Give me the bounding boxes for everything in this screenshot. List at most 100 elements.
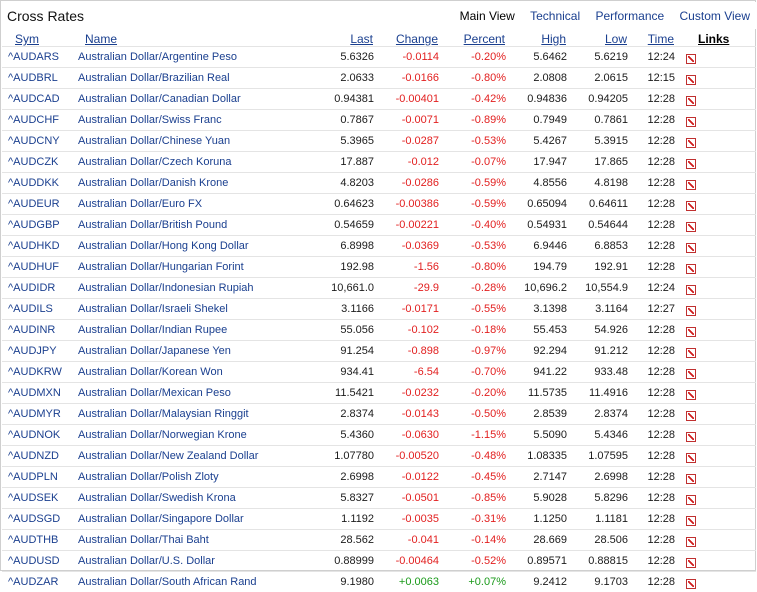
last-value: 3.1166: [341, 303, 374, 315]
name-link[interactable]: Australian Dollar/Swiss Franc: [78, 114, 222, 126]
symbol-link[interactable]: ^AUDCNY: [8, 135, 60, 147]
symbol-link[interactable]: ^AUDSEK: [8, 492, 59, 504]
name-link[interactable]: Australian Dollar/Swedish Krona: [78, 492, 236, 504]
options-icon[interactable]: [686, 222, 696, 232]
symbol-link[interactable]: ^AUDCAD: [8, 93, 60, 105]
symbol-link[interactable]: ^AUDCZK: [8, 156, 59, 168]
percent-value: -0.45%: [471, 471, 506, 483]
options-icon[interactable]: [686, 159, 696, 169]
name-link[interactable]: Australian Dollar/Norwegian Krone: [78, 429, 247, 441]
name-link[interactable]: Australian Dollar/Canadian Dollar: [78, 93, 241, 105]
symbol-link[interactable]: ^AUDTHB: [8, 534, 59, 546]
tab-technical[interactable]: Technical: [530, 9, 581, 23]
symbol-link[interactable]: ^AUDARS: [8, 51, 60, 63]
symbol-link[interactable]: ^AUDBRL: [8, 72, 58, 84]
options-icon[interactable]: [686, 75, 696, 85]
name-link[interactable]: Australian Dollar/Danish Krone: [78, 177, 229, 189]
symbol-link[interactable]: ^AUDNZD: [8, 450, 59, 462]
name-link[interactable]: Australian Dollar/Thai Baht: [78, 534, 209, 546]
symbol-link[interactable]: ^AUDJPY: [8, 345, 57, 357]
last-value: 4.8203: [340, 177, 374, 189]
options-icon[interactable]: [686, 537, 696, 547]
name-link[interactable]: Australian Dollar/Hungarian Forint: [78, 261, 244, 273]
symbol-link[interactable]: ^AUDINR: [8, 324, 56, 336]
options-icon[interactable]: [686, 369, 696, 379]
options-icon[interactable]: [686, 579, 696, 589]
table-row: ^AUDILS Australian Dollar/Israeli Shekel 3…: [2, 298, 756, 319]
options-icon[interactable]: [686, 432, 696, 442]
name-link[interactable]: Australian Dollar/Euro FX: [78, 198, 203, 210]
column-header-change[interactable]: Change: [395, 32, 438, 46]
options-icon[interactable]: [686, 306, 696, 316]
symbol-link[interactable]: ^AUDPLN: [8, 471, 58, 483]
name-link[interactable]: Australian Dollar/Mexican Peso: [78, 387, 231, 399]
options-icon[interactable]: [686, 327, 696, 337]
name-link[interactable]: Australian Dollar/Indonesian Rupiah: [78, 282, 254, 294]
name-link[interactable]: Australian Dollar/Czech Koruna: [78, 156, 232, 168]
name-link[interactable]: Australian Dollar/Israeli Shekel: [78, 303, 228, 315]
tab-main-view[interactable]: Main View: [459, 9, 515, 23]
tab-custom-view[interactable]: Custom View: [679, 9, 750, 23]
column-header-sym[interactable]: Sym: [15, 32, 39, 46]
name-link[interactable]: Australian Dollar/Japanese Yen: [78, 345, 231, 357]
symbol-link[interactable]: ^AUDHUF: [8, 261, 59, 273]
options-icon[interactable]: [686, 264, 696, 274]
column-header-low[interactable]: Low: [604, 32, 627, 46]
symbol-link[interactable]: ^AUDMXN: [8, 387, 61, 399]
column-header-name[interactable]: Name: [85, 32, 118, 46]
options-icon[interactable]: [686, 180, 696, 190]
high-value: 0.65094: [527, 198, 567, 210]
name-link[interactable]: Australian Dollar/Polish Zloty: [78, 471, 219, 483]
name-link[interactable]: Australian Dollar/Argentine Peso: [78, 51, 237, 63]
table-row: ^AUDHKD Australian Dollar/Hong Kong Dolla…: [2, 235, 756, 256]
low-value: 0.94205: [588, 93, 628, 105]
options-icon[interactable]: [686, 348, 696, 358]
name-link[interactable]: Australian Dollar/New Zealand Dollar: [78, 450, 259, 462]
options-icon[interactable]: [686, 138, 696, 148]
column-header-last[interactable]: Last: [350, 32, 373, 46]
options-icon[interactable]: [686, 558, 696, 568]
symbol-link[interactable]: ^AUDMYR: [8, 408, 61, 420]
name-link[interactable]: Australian Dollar/South African Rand: [78, 576, 257, 588]
symbol-link[interactable]: ^AUDIDR: [8, 282, 56, 294]
options-icon[interactable]: [686, 390, 696, 400]
options-icon[interactable]: [686, 243, 696, 253]
symbol-link[interactable]: ^AUDILS: [8, 303, 53, 315]
symbol-link[interactable]: ^AUDGBP: [8, 219, 60, 231]
symbol-link[interactable]: ^AUDSGD: [8, 513, 61, 525]
name-link[interactable]: Australian Dollar/Brazilian Real: [78, 72, 230, 84]
symbol-link[interactable]: ^AUDDKK: [8, 177, 60, 189]
options-icon[interactable]: [686, 453, 696, 463]
name-link[interactable]: Australian Dollar/Chinese Yuan: [78, 135, 231, 147]
last-value: 9.1980: [340, 576, 374, 588]
options-icon[interactable]: [686, 516, 696, 526]
options-icon[interactable]: [686, 474, 696, 484]
options-icon[interactable]: [686, 54, 696, 64]
options-icon[interactable]: [686, 117, 696, 127]
symbol-link[interactable]: ^AUDKRW: [8, 366, 62, 378]
last-value: 1.07780: [334, 450, 374, 462]
high-value: 6.9446: [533, 240, 567, 252]
column-header-percent[interactable]: Percent: [463, 32, 505, 46]
name-link[interactable]: Australian Dollar/Malaysian Ringgit: [78, 408, 249, 420]
symbol-link[interactable]: ^AUDEUR: [8, 198, 60, 210]
name-link[interactable]: Australian Dollar/U.S. Dollar: [78, 555, 215, 567]
symbol-link[interactable]: ^AUDUSD: [8, 555, 60, 567]
symbol-link[interactable]: ^AUDNOK: [8, 429, 61, 441]
tab-performance[interactable]: Performance: [595, 9, 665, 23]
column-header-time[interactable]: Time: [647, 32, 674, 46]
options-icon[interactable]: [686, 285, 696, 295]
name-link[interactable]: Australian Dollar/Indian Rupee: [78, 324, 228, 336]
symbol-link[interactable]: ^AUDHKD: [8, 240, 60, 252]
column-header-high[interactable]: High: [541, 32, 566, 46]
options-icon[interactable]: [686, 411, 696, 421]
name-link[interactable]: Australian Dollar/Singapore Dollar: [78, 513, 244, 525]
options-icon[interactable]: [686, 201, 696, 211]
name-link[interactable]: Australian Dollar/British Pound: [78, 219, 228, 231]
name-link[interactable]: Australian Dollar/Hong Kong Dollar: [78, 240, 249, 252]
options-icon[interactable]: [686, 96, 696, 106]
symbol-link[interactable]: ^AUDCHF: [8, 114, 59, 126]
symbol-link[interactable]: ^AUDZAR: [8, 576, 59, 588]
options-icon[interactable]: [686, 495, 696, 505]
name-link[interactable]: Australian Dollar/Korean Won: [78, 366, 223, 378]
